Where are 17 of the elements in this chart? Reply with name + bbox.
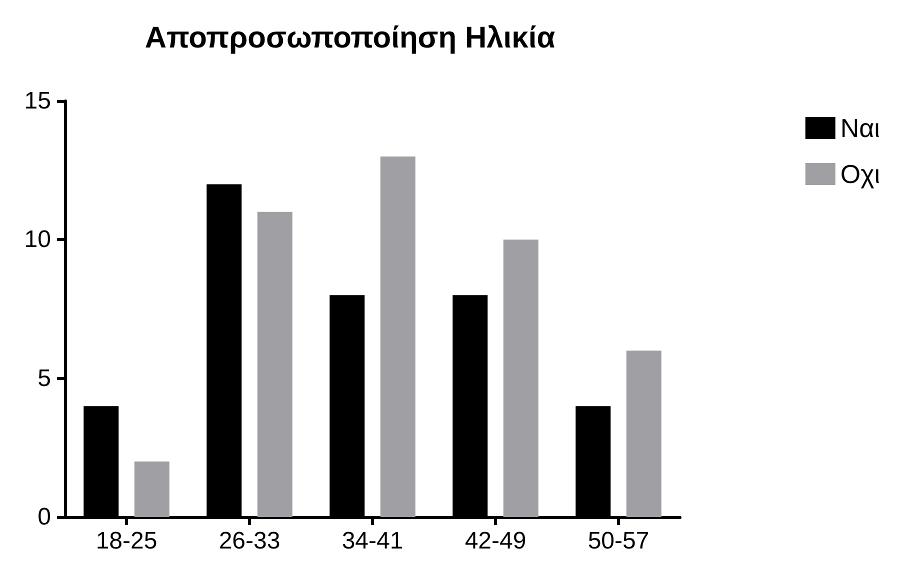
x-tick-label: 26-33 [218,528,280,554]
bar [257,212,292,517]
bar [626,350,662,517]
y-tick-label: 10 [24,226,51,254]
bar [503,240,538,517]
legend-label: Οχι [840,159,880,189]
legend-label: Ναι [840,113,880,143]
y-tick-label: 0 [38,504,51,530]
chart-title: Αποπροσωποποίηση Ηλικία [144,22,556,54]
x-tick-label: 42-49 [464,528,526,554]
bar [134,462,170,517]
y-tick-label: 5 [38,364,51,392]
x-tick-label: 50-57 [588,528,650,554]
bar [380,156,416,517]
x-tick-label: 34-41 [342,528,404,554]
x-tick-label: 18-25 [96,528,158,554]
y-tick-label: 15 [24,88,51,114]
